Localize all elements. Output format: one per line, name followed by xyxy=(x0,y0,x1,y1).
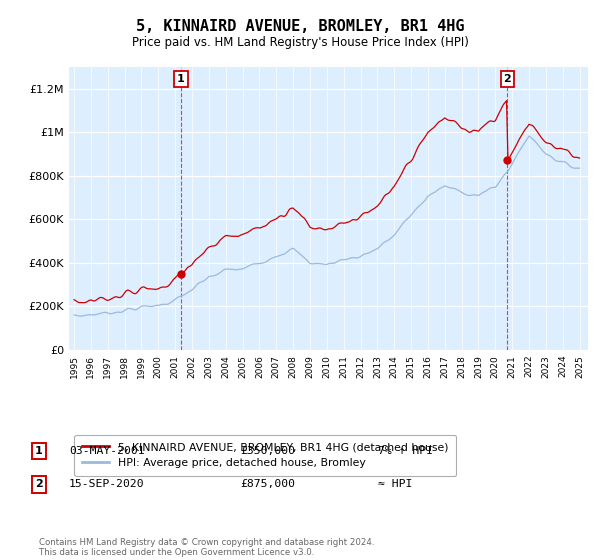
Text: £350,000: £350,000 xyxy=(240,446,295,456)
Text: 1: 1 xyxy=(177,74,185,84)
Text: 2: 2 xyxy=(503,74,511,84)
Text: £875,000: £875,000 xyxy=(240,479,295,489)
Text: Contains HM Land Registry data © Crown copyright and database right 2024.
This d: Contains HM Land Registry data © Crown c… xyxy=(39,538,374,557)
Text: 03-MAY-2001: 03-MAY-2001 xyxy=(69,446,145,456)
Legend: 5, KINNAIRD AVENUE, BROMLEY, BR1 4HG (detached house), HPI: Average price, detac: 5, KINNAIRD AVENUE, BROMLEY, BR1 4HG (de… xyxy=(74,435,456,476)
Text: 1: 1 xyxy=(35,446,43,456)
Text: ≈ HPI: ≈ HPI xyxy=(378,479,412,489)
Text: 7% ↑ HPI: 7% ↑ HPI xyxy=(378,446,433,456)
Text: 2: 2 xyxy=(35,479,43,489)
Text: 5, KINNAIRD AVENUE, BROMLEY, BR1 4HG: 5, KINNAIRD AVENUE, BROMLEY, BR1 4HG xyxy=(136,20,464,34)
Text: 15-SEP-2020: 15-SEP-2020 xyxy=(69,479,145,489)
Text: Price paid vs. HM Land Registry's House Price Index (HPI): Price paid vs. HM Land Registry's House … xyxy=(131,36,469,49)
